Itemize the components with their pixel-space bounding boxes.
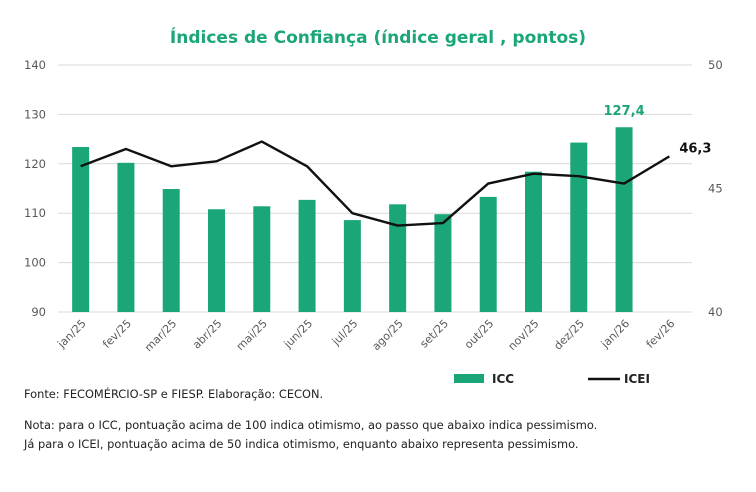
x-axis-tick-label: dez/25 — [551, 317, 587, 353]
x-axis-tick-label: mai/25 — [234, 317, 270, 353]
x-axis-tick-label: nov/25 — [506, 317, 542, 353]
left-axis-tick-label: 140 — [24, 58, 46, 72]
left-axis-tick-label: 90 — [31, 305, 46, 319]
left-axis-tick-label: 110 — [24, 206, 46, 220]
icc-bar — [72, 147, 90, 312]
icei-line — [80, 140, 670, 227]
note-line-1: Nota: para o ICC, pontuação acima de 100… — [24, 418, 598, 432]
icei-line-group — [80, 140, 670, 227]
x-axis-tick-label: jan/25 — [54, 317, 88, 351]
legend: ICC ICEI — [454, 372, 650, 386]
icc-bars — [72, 127, 633, 312]
x-axis: jan/25 fev/25 mar/25 abr/25 mai/25 jun/25 jul/… — [54, 317, 677, 354]
x-axis-tick-label: fev/25 — [100, 317, 134, 351]
data-labels: 127,4 46,3 — [604, 104, 712, 156]
x-axis-tick-label: out/25 — [462, 317, 496, 351]
right-axis: 40 45 50 — [708, 58, 723, 319]
icc-bar — [615, 127, 633, 312]
icc-bar — [570, 142, 588, 312]
left-axis-tick-label: 130 — [24, 107, 46, 121]
right-axis-tick-label: 50 — [708, 58, 723, 72]
icc-last-value-label: 127,4 — [604, 104, 645, 119]
icc-bar — [162, 188, 180, 312]
icei-last-value-label: 46,3 — [679, 141, 711, 156]
icc-bar — [389, 204, 407, 312]
icc-bar — [525, 171, 542, 312]
x-axis-tick-label: abr/25 — [190, 317, 225, 352]
icc-bar — [479, 196, 497, 312]
icc-bar — [117, 162, 135, 312]
left-axis-tick-label: 120 — [24, 157, 46, 171]
icc-bar — [343, 220, 361, 312]
legend-icei-label: ICEI — [624, 372, 650, 386]
x-axis-tick-label: jul/25 — [329, 317, 361, 349]
icc-bar — [434, 214, 452, 312]
icc-bar — [208, 209, 225, 312]
right-axis-tick-label: 45 — [708, 182, 723, 196]
left-axis: 90 100 110 120 130 140 — [24, 58, 46, 319]
grid-lines — [58, 64, 692, 313]
x-axis-tick-label: ago/25 — [370, 317, 406, 353]
note-line-2: Já para o ICEI, pontuação acima de 50 in… — [24, 437, 579, 451]
icc-bar — [253, 206, 271, 312]
x-axis-tick-label: mar/25 — [142, 317, 179, 354]
legend-icc-label: ICC — [492, 372, 514, 386]
source-text: Fonte: FECOMÉRCIO-SP e FIESP. Elaboração… — [24, 387, 324, 401]
legend-icc-swatch — [454, 374, 484, 383]
x-axis-tick-label: jan/26 — [598, 317, 632, 351]
chart-title: Índices de Confiança (índice geral , pon… — [170, 26, 586, 48]
x-axis-tick-label: set/25 — [417, 317, 451, 351]
x-axis-tick-label: jun/25 — [281, 317, 315, 351]
right-axis-tick-label: 40 — [708, 305, 723, 319]
left-axis-tick-label: 100 — [24, 256, 46, 270]
x-axis-tick-label: fev/26 — [644, 317, 678, 351]
icc-bar — [298, 199, 316, 312]
